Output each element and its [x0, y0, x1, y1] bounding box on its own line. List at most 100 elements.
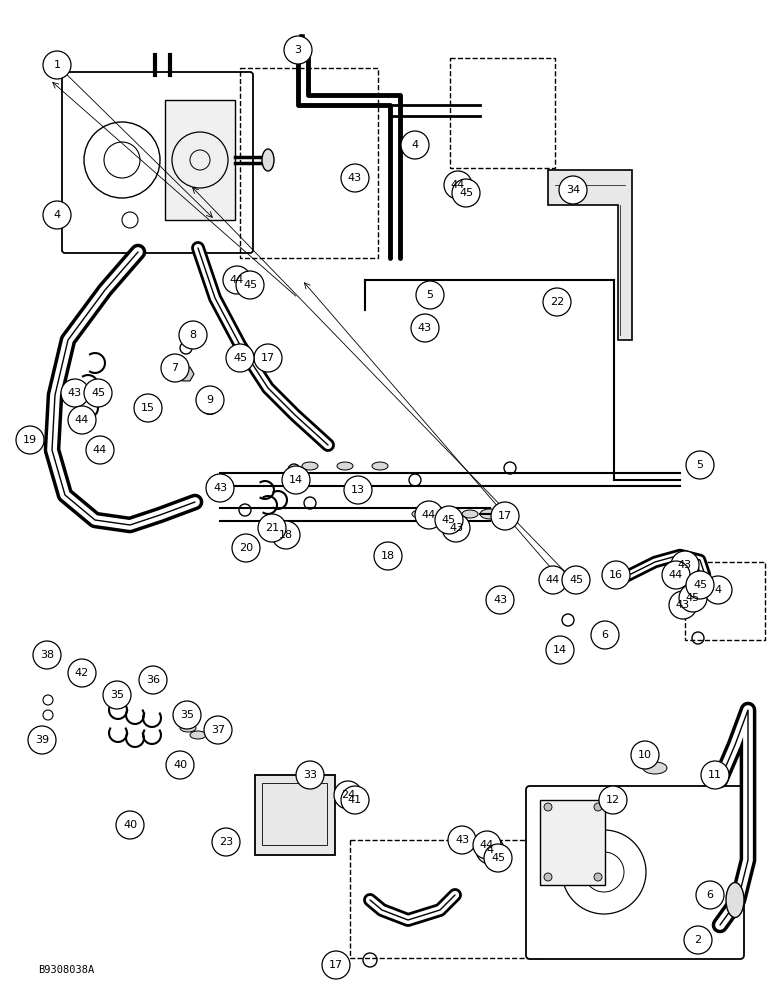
Text: 45: 45: [442, 515, 456, 525]
Text: 42: 42: [75, 668, 89, 678]
Ellipse shape: [302, 462, 318, 470]
Circle shape: [173, 701, 201, 729]
Circle shape: [671, 551, 699, 579]
Circle shape: [662, 561, 690, 589]
Text: 44: 44: [451, 180, 465, 190]
Circle shape: [559, 176, 587, 204]
Circle shape: [116, 811, 144, 839]
Circle shape: [196, 386, 224, 414]
FancyBboxPatch shape: [255, 775, 335, 855]
Circle shape: [68, 406, 96, 434]
Text: 4: 4: [53, 210, 60, 220]
Circle shape: [599, 786, 627, 814]
Text: 17: 17: [498, 511, 512, 521]
Ellipse shape: [337, 462, 353, 470]
Circle shape: [594, 873, 602, 881]
Circle shape: [84, 379, 112, 407]
Text: 44: 44: [93, 445, 107, 455]
Circle shape: [442, 514, 470, 542]
Text: 44: 44: [230, 275, 244, 285]
Circle shape: [631, 741, 659, 769]
Text: 13: 13: [351, 485, 365, 495]
Text: 45: 45: [243, 280, 257, 290]
Text: 7: 7: [171, 363, 178, 373]
Text: 43: 43: [449, 523, 463, 533]
Circle shape: [122, 212, 138, 228]
Text: 45: 45: [233, 353, 247, 363]
FancyBboxPatch shape: [62, 72, 253, 253]
Circle shape: [206, 474, 234, 502]
Circle shape: [282, 466, 310, 494]
FancyBboxPatch shape: [526, 786, 744, 959]
Circle shape: [374, 542, 402, 570]
Circle shape: [272, 521, 300, 549]
Text: 45: 45: [91, 388, 105, 398]
Circle shape: [594, 803, 602, 811]
Circle shape: [401, 131, 429, 159]
Polygon shape: [178, 367, 194, 381]
Circle shape: [341, 164, 369, 192]
Circle shape: [61, 379, 89, 407]
Ellipse shape: [190, 731, 206, 739]
Circle shape: [212, 828, 240, 856]
Ellipse shape: [262, 149, 274, 171]
Text: 44: 44: [669, 570, 683, 580]
Text: 45: 45: [491, 853, 505, 863]
Text: 33: 33: [303, 770, 317, 780]
Text: 1: 1: [53, 60, 60, 70]
Text: 12: 12: [606, 795, 620, 805]
Text: 18: 18: [279, 530, 293, 540]
Circle shape: [452, 179, 480, 207]
Text: 40: 40: [123, 820, 137, 830]
Circle shape: [544, 873, 552, 881]
Ellipse shape: [480, 509, 500, 519]
Circle shape: [103, 681, 131, 709]
Circle shape: [28, 726, 56, 754]
Circle shape: [696, 881, 724, 909]
Circle shape: [539, 566, 567, 594]
Circle shape: [236, 271, 264, 299]
Circle shape: [161, 354, 189, 382]
Circle shape: [546, 636, 574, 664]
Text: 44: 44: [480, 840, 494, 850]
Text: 34: 34: [566, 185, 580, 195]
Circle shape: [254, 344, 282, 372]
Text: 21: 21: [265, 523, 279, 533]
Text: 43: 43: [68, 388, 82, 398]
Text: 43: 43: [213, 483, 227, 493]
Ellipse shape: [180, 724, 196, 732]
Circle shape: [43, 201, 71, 229]
Text: 4: 4: [486, 845, 493, 855]
Circle shape: [226, 344, 254, 372]
Text: 11: 11: [708, 770, 722, 780]
Circle shape: [701, 761, 729, 789]
Text: 43: 43: [493, 595, 507, 605]
Circle shape: [33, 641, 61, 669]
Text: 6: 6: [601, 630, 608, 640]
Ellipse shape: [442, 510, 458, 518]
Text: 41: 41: [348, 795, 362, 805]
Circle shape: [448, 826, 476, 854]
Text: 23: 23: [219, 837, 233, 847]
FancyBboxPatch shape: [540, 800, 605, 885]
Ellipse shape: [726, 882, 744, 918]
Circle shape: [43, 710, 53, 720]
Ellipse shape: [372, 462, 388, 470]
Text: 10: 10: [638, 750, 652, 760]
Text: B9308038A: B9308038A: [38, 965, 94, 975]
Circle shape: [204, 716, 232, 744]
Circle shape: [602, 561, 630, 589]
FancyBboxPatch shape: [165, 100, 235, 220]
Polygon shape: [548, 170, 632, 340]
Circle shape: [435, 506, 463, 534]
Text: 17: 17: [261, 353, 275, 363]
Text: 24: 24: [341, 790, 355, 800]
Text: 43: 43: [678, 560, 692, 570]
Text: 2: 2: [695, 935, 702, 945]
Circle shape: [491, 502, 519, 530]
Circle shape: [179, 321, 207, 349]
Text: 37: 37: [211, 725, 225, 735]
Text: 14: 14: [289, 475, 303, 485]
Circle shape: [43, 695, 53, 705]
Ellipse shape: [643, 762, 667, 774]
